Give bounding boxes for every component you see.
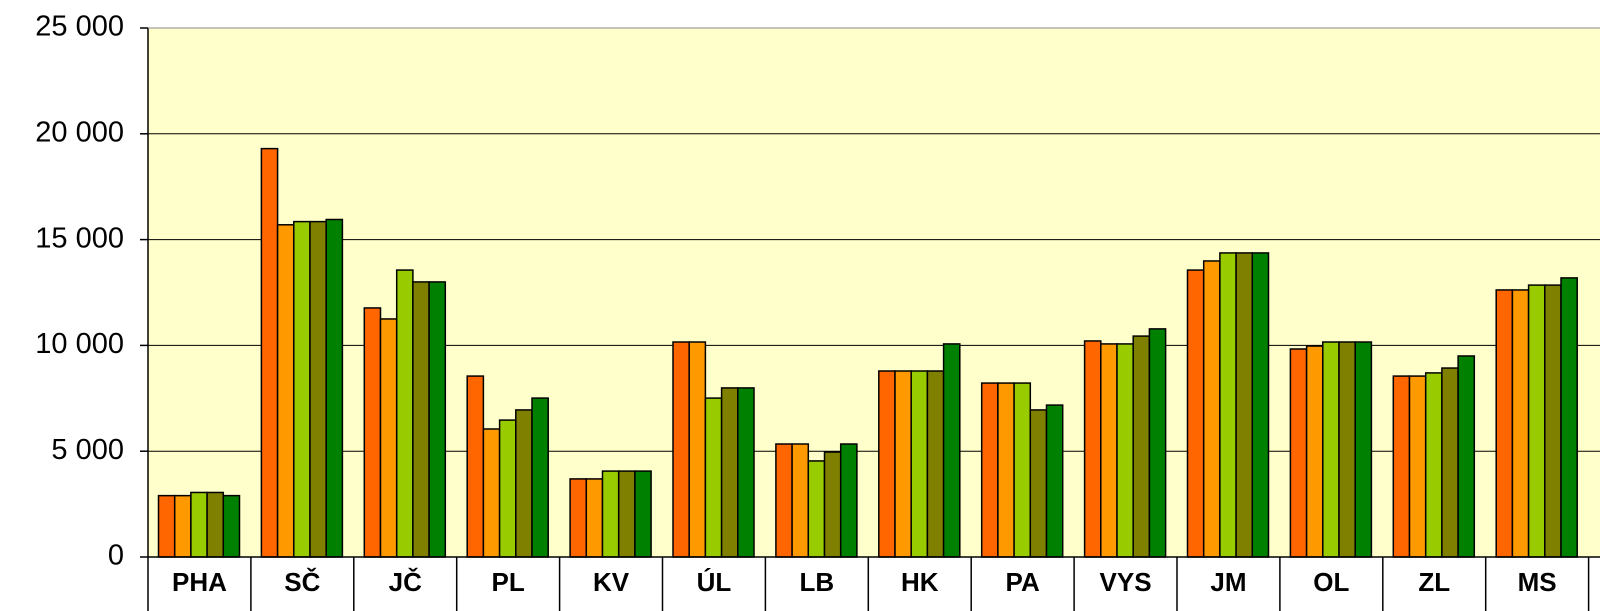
bar xyxy=(1560,277,1578,558)
bar xyxy=(980,382,999,558)
x-tick-label: LB xyxy=(800,567,835,597)
bar xyxy=(894,370,912,558)
x-tick-label: SČ xyxy=(284,567,320,597)
bar xyxy=(1186,269,1205,558)
bar xyxy=(585,478,604,558)
bar xyxy=(601,470,620,558)
bar xyxy=(466,375,485,558)
bar xyxy=(839,443,858,558)
x-tick-label: ZL xyxy=(1418,567,1450,597)
bar xyxy=(1392,375,1411,558)
x-tick-label: KV xyxy=(593,567,630,597)
bar xyxy=(482,428,501,558)
bar xyxy=(190,491,208,558)
x-tick-label: MS xyxy=(1518,567,1557,597)
bar xyxy=(412,281,430,558)
bar xyxy=(1132,335,1151,558)
bar xyxy=(775,443,793,558)
bar xyxy=(531,397,549,558)
x-tick-label: PA xyxy=(1006,567,1040,597)
x-tick-label: JM xyxy=(1210,567,1246,597)
x-tick-label: VYS xyxy=(1100,567,1152,597)
bar xyxy=(910,370,929,558)
bar xyxy=(1354,341,1373,558)
y-tick-label: 15 000 xyxy=(35,222,124,254)
y-tick-label: 5 000 xyxy=(51,434,124,466)
x-tick-label: JČ xyxy=(389,567,422,597)
bar xyxy=(293,220,311,558)
bar xyxy=(363,307,382,558)
y-tick-label: 25 000 xyxy=(35,11,124,43)
bar xyxy=(498,419,517,558)
bar xyxy=(1219,252,1237,558)
bar xyxy=(1148,328,1167,558)
bar xyxy=(276,224,295,558)
bar xyxy=(1495,289,1514,558)
bar xyxy=(260,147,279,558)
bar xyxy=(1235,252,1254,558)
x-tick-label: PHA xyxy=(172,567,227,597)
bar xyxy=(1029,409,1048,558)
bar xyxy=(1441,367,1459,558)
bar xyxy=(704,397,723,558)
bar xyxy=(1045,404,1064,558)
bar xyxy=(1013,382,1032,558)
bar xyxy=(720,387,739,558)
bar xyxy=(878,370,896,558)
bar xyxy=(1338,341,1356,558)
bar xyxy=(1305,345,1324,558)
bar xyxy=(222,494,241,558)
bar xyxy=(1511,289,1530,558)
bar xyxy=(942,343,961,558)
bar xyxy=(807,460,826,558)
bar xyxy=(1116,343,1134,558)
bar xyxy=(997,382,1015,558)
bar xyxy=(1251,252,1270,558)
bar xyxy=(791,443,810,558)
bar xyxy=(926,370,945,558)
bar xyxy=(515,409,533,558)
bar xyxy=(379,318,398,558)
bar xyxy=(428,281,447,558)
bar xyxy=(1083,340,1102,558)
x-tick-label: PL xyxy=(492,567,525,597)
bar xyxy=(1100,343,1118,558)
bar xyxy=(309,220,327,558)
bar xyxy=(634,470,652,558)
bar xyxy=(823,451,842,558)
bar xyxy=(1322,341,1340,558)
bar xyxy=(1408,375,1427,558)
bar xyxy=(569,478,588,558)
bar xyxy=(688,341,707,558)
bar xyxy=(1527,284,1546,558)
bar xyxy=(1424,372,1443,558)
x-tick-label: OL xyxy=(1313,567,1349,597)
x-tick-label: HK xyxy=(901,567,939,597)
bar xyxy=(1544,284,1562,558)
y-tick-label: 20 000 xyxy=(35,116,124,148)
bar xyxy=(206,491,225,558)
bar xyxy=(395,269,414,558)
bar xyxy=(157,494,176,558)
bar xyxy=(1202,260,1221,558)
bar xyxy=(737,387,755,558)
bar xyxy=(617,470,636,558)
bar xyxy=(672,341,690,558)
bar xyxy=(173,494,192,558)
bar xyxy=(1457,355,1476,558)
bar xyxy=(1289,348,1308,558)
bar xyxy=(325,218,344,558)
x-tick-label: ÚL xyxy=(697,567,732,597)
y-tick-label: 0 xyxy=(108,540,124,572)
y-tick-label: 10 000 xyxy=(35,328,124,360)
